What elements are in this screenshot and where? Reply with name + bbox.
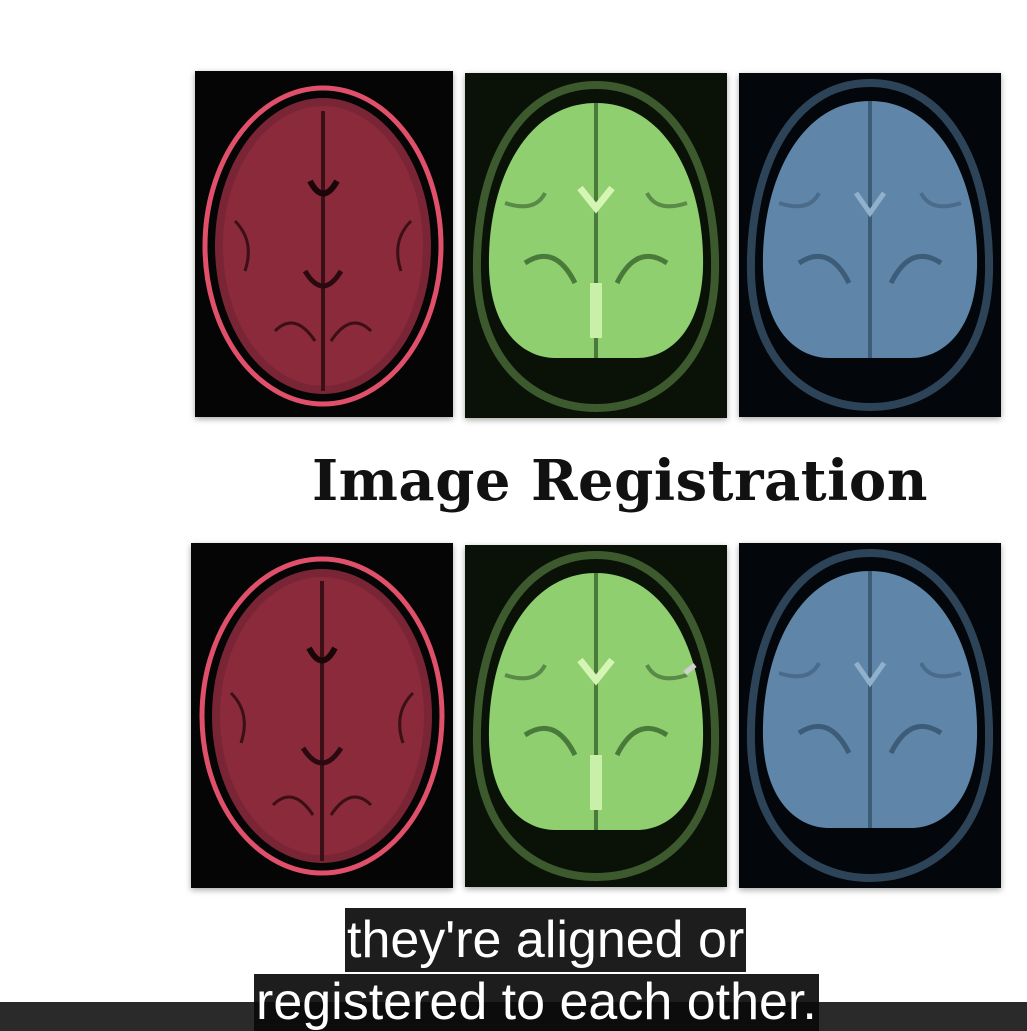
- blue-brain-image: [739, 543, 1001, 888]
- top-blue-mri-panel: [739, 73, 1001, 417]
- red-brain-image: [195, 71, 453, 417]
- caption-line-2: registered to each other.: [254, 974, 819, 1031]
- top-red-mri-panel: [195, 71, 453, 417]
- blue-brain-image: [739, 73, 1001, 417]
- green-brain-image: [465, 545, 727, 887]
- bottom-green-mri-panel: [465, 545, 727, 887]
- caption-line-1: they're aligned or: [345, 908, 747, 972]
- green-brain-image: [465, 73, 727, 418]
- slide-title: Image Registration: [311, 448, 928, 514]
- bottom-blue-mri-panel: [739, 543, 1001, 888]
- red-brain-image: [191, 543, 453, 888]
- bottom-red-mri-panel: [191, 543, 453, 888]
- top-green-mri-panel: [465, 73, 727, 418]
